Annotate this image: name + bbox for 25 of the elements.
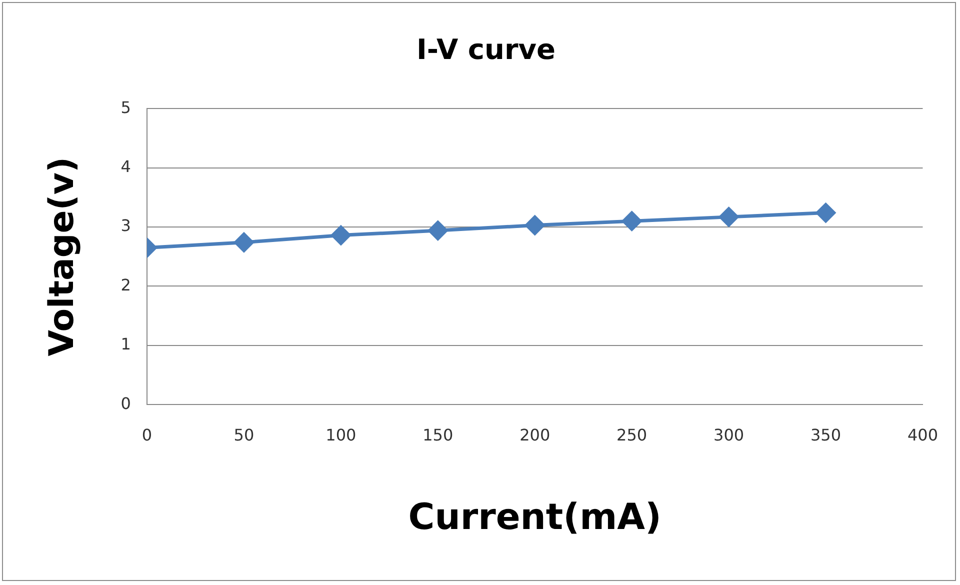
y-tick-label: 1 — [120, 334, 131, 354]
x-tick-label: 50 — [234, 425, 254, 444]
y-axis-title: Voltage(v) — [42, 156, 82, 356]
x-tick-label: 100 — [326, 425, 356, 444]
x-tick-label: 150 — [422, 425, 454, 444]
x-tick-label: 0 — [142, 425, 152, 444]
y-tick-label: 2 — [120, 275, 131, 294]
point — [525, 215, 545, 235]
point — [331, 226, 351, 246]
point — [816, 203, 836, 223]
x-tick-label: 400 — [907, 425, 938, 444]
point — [428, 220, 448, 240]
point — [234, 232, 254, 252]
x-axis-title: Current(mA) — [408, 496, 662, 538]
y-tick-label: 3 — [120, 216, 131, 236]
x-tick-label: 250 — [616, 425, 648, 444]
point — [719, 207, 739, 227]
y-tick-label: 5 — [120, 98, 131, 117]
x-tick-label: 350 — [810, 425, 842, 444]
point — [622, 211, 642, 231]
x-tick-label: 200 — [520, 425, 550, 444]
y-tick-label: 0 — [120, 394, 131, 413]
y-tick-label: 4 — [120, 156, 131, 176]
chart-title: I-V curve — [416, 33, 556, 66]
x-tick-label: 300 — [714, 425, 744, 444]
